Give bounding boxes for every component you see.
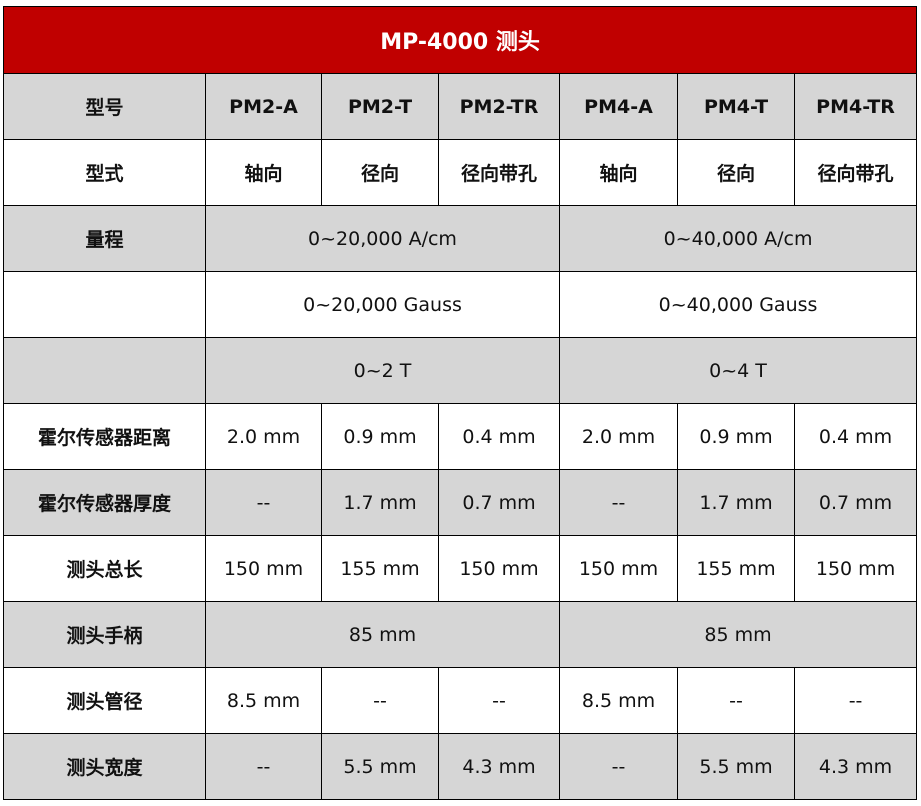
table-row: 量程 0~20,000 A/cm 0~40,000 A/cm bbox=[3, 205, 918, 272]
table-cell: -- bbox=[793, 667, 918, 734]
table-cell: 1.7 mm bbox=[677, 469, 795, 536]
table-cell: 0~4 T bbox=[558, 337, 918, 404]
table-cell: PM2-T bbox=[321, 73, 439, 140]
table-cell: -- bbox=[559, 469, 678, 536]
table-cell: 0.4 mm bbox=[438, 403, 560, 470]
table-row: 霍尔传感器厚度 -- 1.7 mm 0.7 mm -- 1.7 mm 0.7 mm bbox=[3, 469, 918, 536]
table-cell: -- bbox=[677, 667, 795, 734]
table-row: 测头总长 150 mm 155 mm 150 mm 150 mm 155 mm 150 mm bbox=[3, 535, 918, 602]
table-cell: -- bbox=[321, 667, 439, 734]
table-cell: -- bbox=[559, 733, 678, 800]
table-cell: -- bbox=[205, 733, 322, 800]
table-cell: 0.9 mm bbox=[321, 403, 439, 470]
table-cell: 150 mm bbox=[559, 535, 678, 602]
table-cell: 150 mm bbox=[438, 535, 560, 602]
table-cell: 0.7 mm bbox=[793, 469, 918, 536]
table-cell: 8.5 mm bbox=[205, 667, 322, 734]
table-cell: -- bbox=[205, 469, 322, 536]
table-cell: 1.7 mm bbox=[321, 469, 439, 536]
table-cell: 0~20,000 Gauss bbox=[205, 271, 560, 338]
table-cell: 轴向 bbox=[559, 139, 678, 206]
table-cell: 径向 bbox=[321, 139, 439, 206]
table-cell: PM4-T bbox=[677, 73, 795, 140]
table-cell: 0~40,000 Gauss bbox=[558, 271, 918, 338]
row-label bbox=[3, 271, 206, 338]
table-row: 0~2 T 0~4 T bbox=[3, 337, 918, 404]
table-cell: 径向 bbox=[677, 139, 795, 206]
row-label: 型号 bbox=[3, 73, 206, 140]
row-label: 测头宽度 bbox=[3, 733, 206, 800]
table-cell: PM4-A bbox=[559, 73, 678, 140]
table-row: 测头手柄 85 mm 85 mm bbox=[3, 601, 918, 668]
table-cell: 0~2 T bbox=[205, 337, 560, 404]
table-row: 型号 PM2-A PM2-T PM2-TR PM4-A PM4-T PM4-TR bbox=[3, 73, 918, 140]
row-label: 测头管径 bbox=[3, 667, 206, 734]
table-cell: 4.3 mm bbox=[438, 733, 560, 800]
row-label: 测头手柄 bbox=[3, 601, 206, 668]
table-cell: 155 mm bbox=[321, 535, 439, 602]
row-label bbox=[3, 337, 206, 404]
table-cell: 8.5 mm bbox=[559, 667, 678, 734]
table-title: MP-4000 测头 bbox=[2, 6, 918, 74]
table-row: 霍尔传感器距离 2.0 mm 0.9 mm 0.4 mm 2.0 mm 0.9 mm 0.4… bbox=[3, 403, 918, 470]
table-row: 型式 轴向 径向 径向带孔 轴向 径向 径向带孔 bbox=[3, 139, 918, 206]
table-cell: 150 mm bbox=[205, 535, 322, 602]
table-cell: 径向带孔 bbox=[793, 139, 918, 206]
row-label: 测头总长 bbox=[3, 535, 206, 602]
table-row: 测头宽度 -- 5.5 mm 4.3 mm -- 5.5 mm 4.3 mm bbox=[3, 733, 918, 800]
table-cell: PM2-TR bbox=[438, 73, 560, 140]
table-cell: 155 mm bbox=[677, 535, 795, 602]
table-cell: 4.3 mm bbox=[793, 733, 918, 800]
table-cell: 2.0 mm bbox=[559, 403, 678, 470]
table-cell: 5.5 mm bbox=[677, 733, 795, 800]
row-label: 量程 bbox=[3, 205, 206, 272]
table-cell: 85 mm bbox=[558, 601, 918, 668]
table-cell: 85 mm bbox=[205, 601, 560, 668]
table-cell: 0~40,000 A/cm bbox=[558, 205, 918, 272]
table-cell: 0.4 mm bbox=[793, 403, 918, 470]
table-row: 0~20,000 Gauss 0~40,000 Gauss bbox=[3, 271, 918, 338]
table-row: 测头管径 8.5 mm -- -- 8.5 mm -- -- bbox=[3, 667, 918, 734]
row-label: 霍尔传感器厚度 bbox=[3, 469, 206, 536]
table-cell: PM2-A bbox=[205, 73, 322, 140]
table-cell: 0.7 mm bbox=[438, 469, 560, 536]
spec-table: MP-4000 测头 型号 PM2-A PM2-T PM2-TR PM4-A PM4-T P… bbox=[2, 6, 918, 800]
table-cell: 2.0 mm bbox=[205, 403, 322, 470]
table-cell: 0.9 mm bbox=[677, 403, 795, 470]
row-label: 型式 bbox=[3, 139, 206, 206]
row-label: 霍尔传感器距离 bbox=[3, 403, 206, 470]
table-cell: PM4-TR bbox=[793, 73, 918, 140]
table-cell: 5.5 mm bbox=[321, 733, 439, 800]
table-cell: -- bbox=[438, 667, 560, 734]
table-cell: 径向带孔 bbox=[438, 139, 560, 206]
table-cell: 轴向 bbox=[205, 139, 322, 206]
table-cell: 0~20,000 A/cm bbox=[205, 205, 560, 272]
table-cell: 150 mm bbox=[793, 535, 918, 602]
